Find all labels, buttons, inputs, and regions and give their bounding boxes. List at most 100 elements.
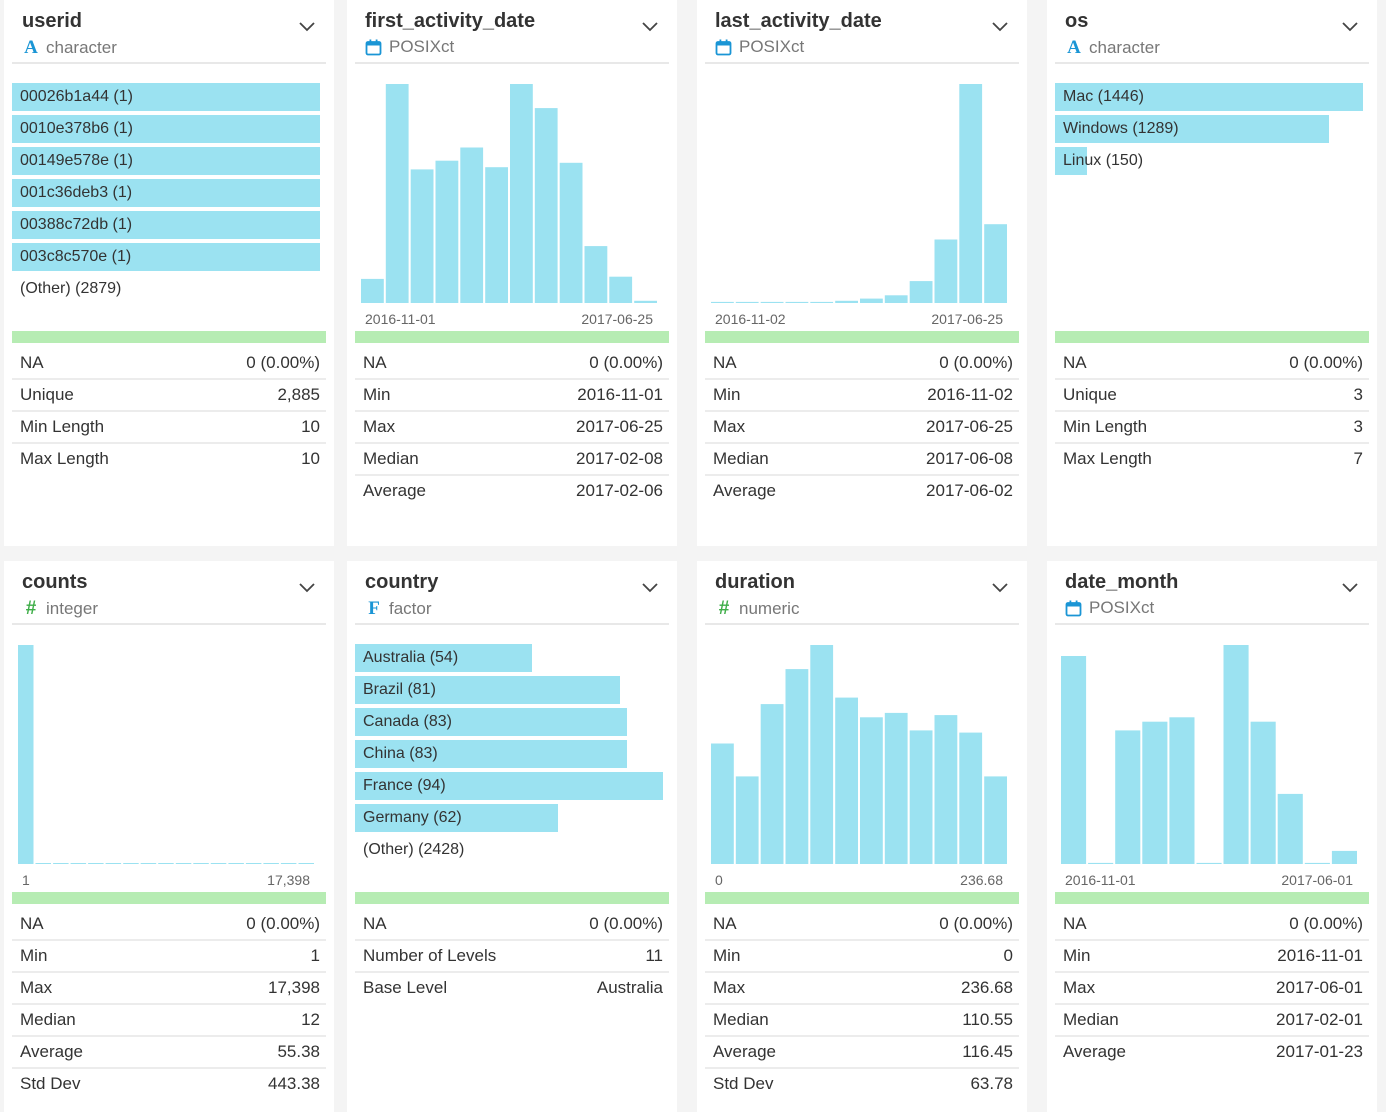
stat-row: Min 2016-11-02 bbox=[705, 380, 1019, 412]
histogram-bar[interactable] bbox=[158, 863, 174, 864]
level-label: 001c36deb3 (1) bbox=[20, 184, 133, 201]
histogram-bar[interactable] bbox=[584, 246, 608, 303]
histogram-bar[interactable] bbox=[810, 301, 834, 303]
histogram-bar[interactable] bbox=[35, 863, 52, 864]
histogram-bar[interactable] bbox=[934, 715, 958, 864]
chevron-down-icon[interactable] bbox=[641, 20, 659, 32]
histogram-bar[interactable] bbox=[1304, 862, 1330, 864]
level-bar[interactable] bbox=[355, 676, 620, 704]
histogram-bar[interactable] bbox=[385, 84, 409, 303]
column-name: date_month bbox=[1065, 571, 1179, 593]
stat-row: Min 2016-11-01 bbox=[355, 380, 669, 412]
histogram-bar[interactable] bbox=[735, 301, 759, 303]
histogram-bar[interactable] bbox=[1115, 730, 1141, 864]
level-bar[interactable] bbox=[12, 211, 320, 239]
histogram-bar[interactable] bbox=[361, 278, 384, 303]
axis-max-label: 2017-06-01 bbox=[1281, 872, 1353, 888]
histogram-bar[interactable] bbox=[909, 730, 933, 864]
histogram-bar[interactable] bbox=[1223, 645, 1249, 864]
histogram-bar[interactable] bbox=[435, 160, 459, 303]
level-bar[interactable] bbox=[355, 708, 627, 736]
level-bar[interactable] bbox=[355, 772, 663, 800]
histogram-bar[interactable] bbox=[634, 300, 657, 303]
level-bar[interactable] bbox=[12, 243, 320, 271]
histogram-bar[interactable] bbox=[760, 301, 784, 303]
histogram-bar[interactable] bbox=[559, 162, 583, 303]
chevron-down-icon[interactable] bbox=[298, 20, 316, 32]
histogram-bar[interactable] bbox=[298, 863, 315, 864]
histogram-bar[interactable] bbox=[860, 717, 883, 864]
histogram-bar[interactable] bbox=[1196, 862, 1222, 864]
level-bar[interactable] bbox=[355, 644, 532, 672]
histogram-bar[interactable] bbox=[735, 776, 759, 864]
histogram-bar[interactable] bbox=[123, 863, 139, 864]
histogram-bar[interactable] bbox=[140, 863, 157, 864]
level-bar[interactable] bbox=[1055, 83, 1363, 111]
histogram-bar[interactable] bbox=[1169, 717, 1195, 864]
histogram-bar[interactable] bbox=[70, 863, 87, 864]
chevron-down-icon[interactable] bbox=[298, 581, 316, 593]
histogram-bar[interactable] bbox=[210, 863, 227, 864]
histogram-bar[interactable] bbox=[193, 863, 209, 864]
histogram-bar[interactable] bbox=[785, 301, 809, 303]
level-bar[interactable] bbox=[12, 147, 320, 175]
histogram-bar[interactable] bbox=[485, 167, 508, 303]
histogram-bar[interactable] bbox=[860, 298, 883, 303]
histogram-bar[interactable] bbox=[959, 732, 983, 864]
histogram-bar[interactable] bbox=[884, 712, 908, 864]
stat-row: Min 2016-11-01 bbox=[1055, 941, 1369, 973]
level-bar[interactable] bbox=[12, 179, 320, 207]
histogram-bar[interactable] bbox=[984, 776, 1007, 864]
histogram-bar[interactable] bbox=[175, 863, 192, 864]
chevron-down-icon[interactable] bbox=[991, 20, 1009, 32]
histogram-bar[interactable] bbox=[909, 281, 933, 303]
histogram-chart: 2016-11-01 2017-06-25 bbox=[355, 70, 663, 327]
histogram-bar[interactable] bbox=[460, 147, 484, 304]
axis-max-label: 17,398 bbox=[267, 872, 310, 888]
histogram-bar[interactable] bbox=[934, 239, 958, 304]
histogram-bar[interactable] bbox=[88, 863, 104, 864]
histogram-bar[interactable] bbox=[18, 645, 34, 864]
axis-min-label: 2016-11-01 bbox=[1065, 872, 1136, 888]
chevron-down-icon[interactable] bbox=[1341, 20, 1359, 32]
histogram-bar[interactable] bbox=[884, 295, 908, 303]
histogram-bar[interactable] bbox=[959, 84, 983, 303]
chevron-down-icon[interactable] bbox=[641, 581, 659, 593]
stat-label: Median bbox=[713, 1010, 769, 1029]
histogram-bar[interactable] bbox=[280, 863, 297, 864]
level-bar[interactable] bbox=[1055, 115, 1329, 143]
level-bar[interactable] bbox=[1055, 147, 1087, 175]
histogram-bar[interactable] bbox=[53, 863, 69, 864]
chevron-down-icon[interactable] bbox=[1341, 581, 1359, 593]
histogram-bar[interactable] bbox=[534, 108, 558, 303]
histogram-bar[interactable] bbox=[1250, 721, 1276, 864]
histogram-bar[interactable] bbox=[810, 645, 834, 864]
histogram-bar[interactable] bbox=[835, 300, 858, 303]
level-bar[interactable] bbox=[355, 804, 558, 832]
histogram-bar[interactable] bbox=[105, 863, 122, 864]
level-bar[interactable] bbox=[12, 115, 320, 143]
histogram-bar[interactable] bbox=[609, 276, 633, 303]
histogram-bar[interactable] bbox=[785, 669, 809, 864]
histogram-bar[interactable] bbox=[510, 84, 533, 303]
stat-row: Unique 2,885 bbox=[12, 380, 326, 412]
histogram-bar[interactable] bbox=[984, 224, 1007, 303]
histogram-bar[interactable] bbox=[245, 863, 262, 864]
histogram-bar[interactable] bbox=[1061, 656, 1087, 864]
histogram-bar[interactable] bbox=[1088, 862, 1114, 864]
stat-label: NA bbox=[363, 914, 387, 933]
histogram-bar[interactable] bbox=[228, 863, 244, 864]
histogram-bar[interactable] bbox=[711, 301, 734, 303]
level-bar[interactable] bbox=[12, 83, 320, 111]
stat-row: Median 2017-06-08 bbox=[705, 444, 1019, 476]
histogram-bar[interactable] bbox=[410, 169, 434, 303]
histogram-bar[interactable] bbox=[711, 743, 734, 865]
histogram-bar[interactable] bbox=[1142, 721, 1168, 864]
level-bar[interactable] bbox=[355, 740, 627, 768]
histogram-bar[interactable] bbox=[1277, 793, 1303, 864]
chevron-down-icon[interactable] bbox=[991, 581, 1009, 593]
histogram-bar[interactable] bbox=[1331, 850, 1357, 864]
histogram-bar[interactable] bbox=[835, 697, 858, 864]
histogram-bar[interactable] bbox=[263, 863, 279, 864]
histogram-bar[interactable] bbox=[760, 704, 784, 864]
